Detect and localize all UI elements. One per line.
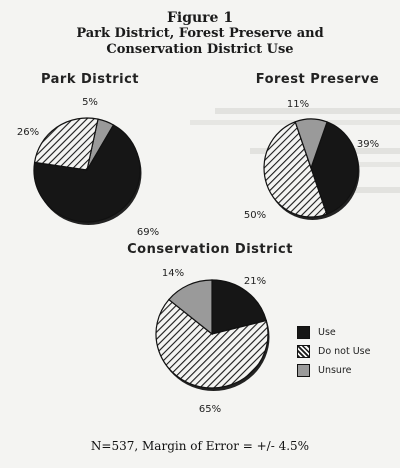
pie-slice-do-not-use	[33, 117, 99, 171]
legend: Use Do not Use Unsure	[297, 323, 370, 380]
figure-title: Figure 1	[166, 10, 234, 26]
pie-data-label: 11%	[287, 99, 309, 110]
legend-label: Unsure	[318, 365, 352, 376]
chart-title-conservation-district: Conservation District	[127, 242, 293, 257]
pie-data-label: 69%	[137, 227, 159, 238]
legend-swatch-use	[297, 326, 310, 339]
footnote: N=537, Margin of Error = +/- 4.5%	[90, 439, 310, 453]
pie-slice-use	[33, 124, 141, 223]
pie-slice-unsure	[167, 279, 213, 336]
figure-subtitle-line2: Conservation District Use	[106, 42, 294, 57]
figure-subtitle-line1: Park District, Forest Preserve and	[76, 26, 324, 41]
scan-bleed-line	[215, 108, 400, 114]
chart-title-forest-preserve: Forest Preserve	[255, 72, 380, 87]
legend-item-unsure: Unsure	[297, 361, 370, 380]
legend-label: Do not Use	[318, 346, 371, 357]
pie-data-label: 5%	[82, 97, 98, 108]
legend-swatch-do-not-use	[297, 345, 310, 358]
pie-data-label: 65%	[199, 404, 221, 415]
pie-data-label: 14%	[162, 268, 184, 279]
legend-label: Use	[318, 327, 336, 338]
pie-slice-use	[310, 121, 359, 215]
pie-data-label: 26%	[17, 127, 39, 138]
pie-data-label: 21%	[244, 276, 266, 287]
legend-item-use: Use	[297, 323, 370, 342]
legend-swatch-unsure	[297, 364, 310, 377]
pie-data-label: 39%	[357, 139, 379, 150]
chart-title-park-district: Park District	[40, 72, 140, 87]
pie-data-label: 50%	[244, 210, 266, 221]
pie-slice-do-not-use	[263, 121, 328, 218]
pie-slice-use	[211, 279, 267, 335]
pie-slice-unsure	[294, 118, 328, 170]
legend-item-do-not-use: Do not Use	[297, 342, 370, 361]
pie-slice-do-not-use	[155, 298, 269, 389]
